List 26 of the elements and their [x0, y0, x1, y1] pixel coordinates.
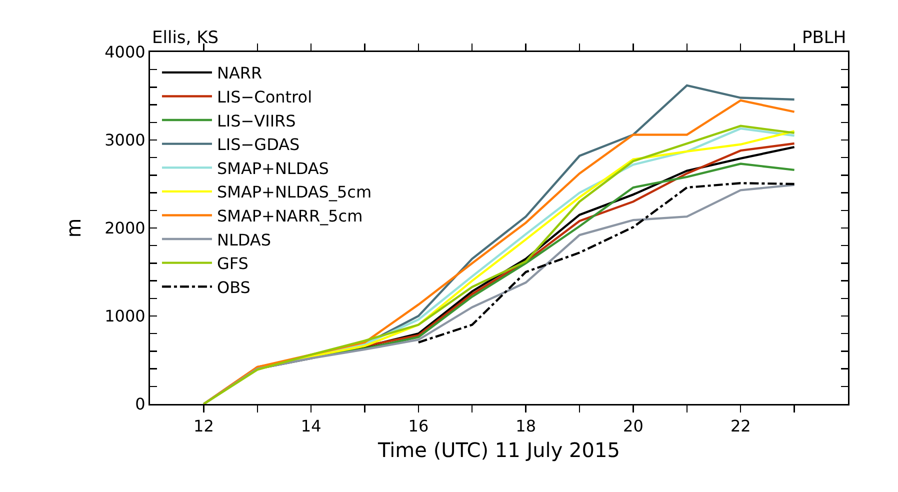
legend-label: NARR — [216, 64, 262, 83]
x-tick-label: 14 — [300, 416, 322, 436]
legend-label: LIS−VIIRS — [216, 111, 296, 130]
y-tick-label: 0 — [135, 394, 146, 414]
legend-label: SMAP+NLDAS — [216, 158, 329, 178]
text: PBLH — [802, 28, 846, 48]
x-axis-title: Time (UTC) 11 July 2015 — [377, 438, 620, 462]
text: Ellis, KS — [152, 28, 219, 48]
x-tick-label: 16 — [408, 416, 429, 436]
y-axis-title: m — [61, 218, 86, 238]
x-tick-label: 22 — [730, 416, 751, 436]
line-series — [417, 182, 796, 344]
legend-label: OBS — [216, 278, 250, 297]
x-tick-label: 20 — [623, 416, 644, 436]
x-tick-label: 12 — [194, 416, 214, 436]
legend-label: LIS−Control — [216, 87, 312, 106]
legend-label: GFS — [216, 254, 248, 274]
legend-label: SMAP+NARR_5cm — [216, 206, 363, 226]
y-tick-label: 2000 — [104, 218, 146, 238]
legend-label: LIS−GDAS — [216, 135, 300, 154]
y-tick-label: 4000 — [104, 42, 146, 62]
legend-label: NLDAS — [216, 230, 272, 250]
legend-label: SMAP+NLDAS_5cm — [216, 182, 372, 202]
y-tick-label: 1000 — [104, 306, 146, 326]
x-tick-label: 18 — [516, 416, 536, 436]
y-tick-label: 3000 — [104, 130, 146, 150]
